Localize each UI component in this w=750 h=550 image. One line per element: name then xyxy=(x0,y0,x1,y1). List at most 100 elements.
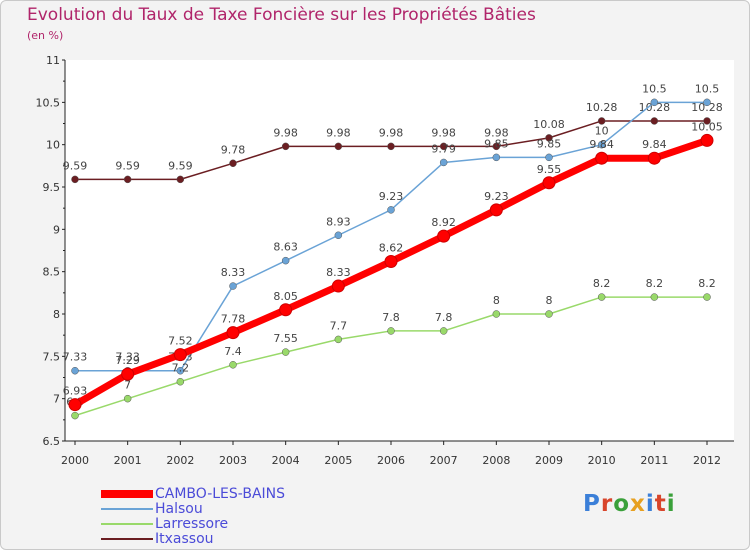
legend-swatch-cambo xyxy=(101,490,153,498)
data-label-itxassou: 9.78 xyxy=(221,143,246,156)
data-point-larressore xyxy=(597,293,606,301)
data-point-itxassou xyxy=(545,134,553,142)
y-tick-label: 8 xyxy=(53,308,60,321)
data-point-larressore xyxy=(71,411,79,420)
x-tick-label: 2010 xyxy=(588,454,616,467)
x-tick-label: 2004 xyxy=(272,454,300,467)
plot-area xyxy=(65,60,734,441)
data-point-halsou xyxy=(545,153,553,162)
logo-letter: i xyxy=(666,491,676,517)
data-point-larressore xyxy=(123,394,132,403)
data-point-halsou xyxy=(597,140,606,149)
data-label-larressore: 8.2 xyxy=(646,277,664,290)
data-point-cambo-les-bains xyxy=(226,326,240,340)
data-point-larressore xyxy=(492,310,501,318)
data-point-itxassou xyxy=(229,159,237,168)
data-label-cambo-les-bains: 7.29 xyxy=(115,354,140,367)
y-tick-label: 8.5 xyxy=(43,266,61,279)
data-point-halsou xyxy=(439,158,448,167)
data-point-larressore xyxy=(387,327,395,335)
data-label-halsou: 8.93 xyxy=(326,215,351,228)
data-label-cambo-les-bains: 7.52 xyxy=(168,335,193,348)
logo-letter: o xyxy=(613,491,631,517)
data-point-cambo-les-bains xyxy=(542,176,556,190)
data-label-halsou: 9.85 xyxy=(537,137,562,150)
data-point-itxassou xyxy=(492,142,501,151)
data-point-cambo-les-bains xyxy=(384,255,398,269)
y-tick-label: 9.5 xyxy=(43,181,61,194)
data-point-itxassou xyxy=(597,117,606,125)
data-label-itxassou: 10.28 xyxy=(639,101,671,114)
data-point-itxassou xyxy=(71,175,79,184)
data-point-halsou xyxy=(492,153,501,162)
data-point-halsou xyxy=(281,256,290,265)
data-point-cambo-les-bains xyxy=(331,279,345,293)
data-point-cambo-les-bains xyxy=(279,303,293,317)
data-label-itxassou: 9.59 xyxy=(168,159,193,172)
data-label-larressore: 8.2 xyxy=(593,277,611,290)
x-tick-label: 2000 xyxy=(61,454,89,467)
data-label-itxassou: 9.98 xyxy=(273,126,298,139)
y-tick-label: 9 xyxy=(53,223,60,236)
legend-swatch-larressore xyxy=(101,523,153,525)
data-point-cambo-les-bains xyxy=(700,133,714,147)
data-point-cambo-les-bains xyxy=(121,367,135,381)
data-label-cambo-les-bains: 7.78 xyxy=(221,313,246,326)
x-tick-label: 2003 xyxy=(219,454,247,467)
data-label-halsou: 9.23 xyxy=(379,190,404,203)
data-label-halsou: 9.79 xyxy=(431,142,456,155)
data-label-cambo-les-bains: 10.05 xyxy=(691,120,723,133)
data-label-itxassou: 10.08 xyxy=(533,118,565,131)
x-tick-label: 2012 xyxy=(693,454,721,467)
legend-swatch-halsou xyxy=(101,508,153,510)
data-point-itxassou xyxy=(176,175,185,184)
data-point-itxassou xyxy=(281,142,290,151)
data-point-cambo-les-bains xyxy=(595,151,609,165)
data-point-itxassou xyxy=(334,142,343,151)
data-label-cambo-les-bains: 9.84 xyxy=(642,138,667,151)
data-point-halsou xyxy=(71,366,79,375)
data-point-halsou xyxy=(703,98,711,107)
data-point-larressore xyxy=(229,361,237,369)
legend-label-cambo: CAMBO-LES-BAINS xyxy=(155,486,286,502)
x-tick-label: 2005 xyxy=(324,454,352,467)
data-label-halsou: 8.63 xyxy=(273,241,298,254)
data-point-larressore xyxy=(650,293,659,301)
data-point-halsou xyxy=(334,231,343,240)
y-tick-label: 11 xyxy=(46,54,60,67)
data-label-cambo-les-bains: 9.84 xyxy=(589,138,614,151)
x-tick-label: 2007 xyxy=(430,454,458,467)
data-point-itxassou xyxy=(439,142,448,151)
data-label-larressore: 8 xyxy=(546,294,553,307)
data-label-itxassou: 9.59 xyxy=(63,159,88,172)
data-point-itxassou xyxy=(123,175,132,184)
y-tick-label: 6.5 xyxy=(43,435,61,448)
data-label-itxassou: 9.98 xyxy=(379,126,404,139)
data-label-halsou: 10.5 xyxy=(695,82,720,95)
x-tick-label: 2006 xyxy=(377,454,405,467)
y-tick-label: 7 xyxy=(53,393,60,406)
data-point-larressore xyxy=(176,377,185,386)
x-tick-label: 2002 xyxy=(166,454,194,467)
data-label-cambo-les-bains: 8.33 xyxy=(326,266,351,279)
data-label-cambo-les-bains: 6.93 xyxy=(63,385,88,398)
data-label-halsou: 10 xyxy=(595,125,609,138)
data-point-larressore xyxy=(334,335,343,344)
y-tick-label: 7.5 xyxy=(43,350,61,363)
legend-swatch-itxassou xyxy=(101,538,153,540)
y-tick-label: 10.5 xyxy=(36,96,61,109)
y-tick-label: 10 xyxy=(46,139,60,152)
data-label-larressore: 8 xyxy=(493,294,500,307)
data-label-itxassou: 9.98 xyxy=(326,126,351,139)
data-point-cambo-les-bains xyxy=(173,348,187,362)
x-tick-label: 2008 xyxy=(482,454,510,467)
data-label-larressore: 8.2 xyxy=(698,277,716,290)
logo-letter: r xyxy=(600,491,614,517)
data-label-cambo-les-bains: 9.23 xyxy=(484,190,509,203)
data-point-larressore xyxy=(703,293,711,301)
data-label-larressore: 7 xyxy=(124,379,131,392)
data-point-cambo-les-bains xyxy=(489,203,503,217)
data-label-halsou: 7.33 xyxy=(115,351,140,364)
